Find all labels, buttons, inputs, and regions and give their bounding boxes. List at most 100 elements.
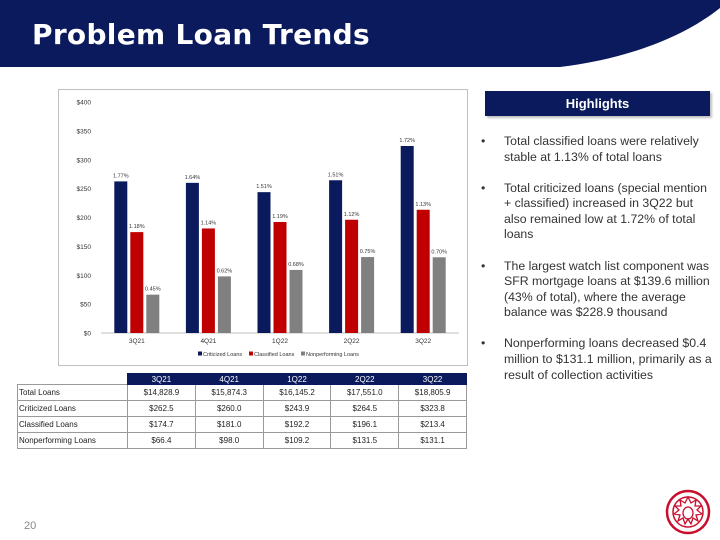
table-cell: $192.2 bbox=[262, 416, 332, 433]
table-row: Criticized Loans $262.5 $260.0 $243.9 $2… bbox=[17, 400, 467, 417]
chart-container: $0 $50 $100 $150 $200 $250 $300 $350 $400 1.77% 1.… bbox=[58, 89, 468, 366]
table-column-header: 3Q21 bbox=[127, 373, 196, 385]
highlights-list: • Total classified loans were relatively … bbox=[477, 134, 717, 399]
table-cell: $323.8 bbox=[398, 400, 467, 417]
data-label: 1.64% bbox=[185, 175, 201, 181]
x-tick-label: 1Q22 bbox=[272, 338, 288, 345]
bar bbox=[416, 209, 430, 333]
highlight-item: • Total classified loans were relatively … bbox=[477, 134, 717, 165]
lion-logo-icon bbox=[665, 489, 711, 535]
table-column-header: 3Q22 bbox=[398, 373, 467, 385]
y-tick-label: $250 bbox=[77, 186, 92, 193]
bar bbox=[273, 222, 287, 333]
highlight-item: • The largest watch list component was SF… bbox=[477, 259, 717, 321]
table-row: Classified Loans $174.7 $181.0 $192.2 $1… bbox=[17, 416, 467, 433]
y-tick-label: $0 bbox=[84, 331, 92, 338]
loan-data-table: 3Q21 4Q21 1Q22 2Q22 3Q22 Total Loans $14… bbox=[17, 373, 467, 449]
highlight-text: Nonperforming loans decreased $0.4 milli… bbox=[504, 336, 712, 382]
bar bbox=[217, 276, 231, 333]
bar bbox=[185, 182, 199, 333]
data-label: 0.70% bbox=[431, 249, 447, 255]
table-row: Total Loans $14,828.9 $15,874.3 $16,145.… bbox=[17, 384, 467, 401]
table-row-label: Nonperforming Loans bbox=[17, 432, 128, 449]
bullet-icon: • bbox=[481, 336, 486, 351]
legend-label: Classified Loans bbox=[254, 352, 295, 358]
table-cell: $15,874.3 bbox=[194, 384, 264, 401]
data-label: 1.12% bbox=[344, 212, 360, 218]
table-row-label: Classified Loans bbox=[17, 416, 128, 433]
bar bbox=[361, 257, 375, 333]
legend-swatch bbox=[249, 351, 253, 356]
data-label: 1.77% bbox=[113, 173, 129, 179]
data-label: 1.51% bbox=[256, 184, 272, 190]
bar bbox=[114, 181, 128, 333]
highlight-item: • Nonperforming loans decreased $0.4 mill… bbox=[477, 336, 717, 383]
data-label: 1.18% bbox=[129, 224, 145, 230]
bar bbox=[257, 192, 271, 333]
table-row-label: Total Loans bbox=[17, 384, 128, 401]
data-label: 1.13% bbox=[415, 202, 431, 208]
bar bbox=[345, 219, 359, 333]
legend-label: Nonperforming Loans bbox=[306, 352, 359, 358]
table-cell: $18,805.9 bbox=[398, 384, 467, 401]
y-tick-label: $350 bbox=[77, 128, 92, 135]
highlight-text: Total classified loans were relatively s… bbox=[504, 134, 699, 164]
data-label: 1.51% bbox=[328, 172, 344, 178]
data-label: 1.14% bbox=[201, 220, 217, 226]
bullet-icon: • bbox=[481, 258, 486, 273]
bar bbox=[329, 180, 343, 333]
table-row-label: Criticized Loans bbox=[17, 400, 128, 417]
y-tick-label: $200 bbox=[77, 215, 92, 222]
table-cell: $196.1 bbox=[330, 416, 400, 433]
legend-swatch bbox=[301, 351, 305, 356]
table-cell: $16,145.2 bbox=[262, 384, 332, 401]
table-cell: $262.5 bbox=[127, 400, 196, 417]
table-cell: $66.4 bbox=[127, 432, 196, 449]
page-number: 20 bbox=[24, 520, 37, 532]
bar bbox=[289, 269, 303, 333]
table-column-header: 1Q22 bbox=[262, 373, 332, 385]
y-tick-label: $50 bbox=[80, 302, 91, 309]
table-cell: $14,828.9 bbox=[127, 384, 196, 401]
highlight-text: Total criticized loans (special mention … bbox=[504, 180, 707, 242]
y-tick-label: $400 bbox=[77, 100, 92, 107]
table-cell: $174.7 bbox=[127, 416, 196, 433]
highlight-item: • Total criticized loans (special mention… bbox=[477, 181, 717, 243]
bar-chart: $0 $50 $100 $150 $200 $250 $300 $350 $400 1.77% 1.… bbox=[77, 100, 459, 358]
table-column-header: 2Q22 bbox=[330, 373, 400, 385]
page-title: Problem Loan Trends bbox=[32, 18, 370, 51]
data-label: 0.68% bbox=[288, 262, 304, 268]
bullet-icon: • bbox=[481, 180, 486, 195]
x-tick-label: 3Q21 bbox=[129, 338, 145, 345]
x-tick-label: 4Q21 bbox=[200, 338, 216, 345]
title-bar: Problem Loan Trends bbox=[0, 0, 720, 67]
table-cell: $131.1 bbox=[398, 432, 467, 449]
table-header-row: 3Q21 4Q21 1Q22 2Q22 3Q22 bbox=[17, 373, 467, 385]
table-column-header: 4Q21 bbox=[194, 373, 264, 385]
x-tick-label: 3Q22 bbox=[415, 338, 431, 345]
table-cell: $181.0 bbox=[194, 416, 264, 433]
data-label: 0.45% bbox=[145, 287, 161, 293]
data-label: 0.62% bbox=[217, 268, 233, 274]
title-bar-curve bbox=[560, 8, 720, 67]
bar bbox=[432, 257, 446, 333]
legend-swatch bbox=[198, 351, 202, 356]
table-row: Nonperforming Loans $66.4 $98.0 $109.2 $… bbox=[17, 432, 467, 449]
y-tick-label: $100 bbox=[77, 273, 92, 280]
table-cell: $260.0 bbox=[194, 400, 264, 417]
bullet-icon: • bbox=[481, 134, 486, 148]
data-label: 0.75% bbox=[360, 249, 376, 255]
data-label: 1.72% bbox=[399, 138, 415, 144]
bar bbox=[130, 232, 144, 333]
bar bbox=[201, 228, 215, 333]
table-cell: $17,551.0 bbox=[330, 384, 400, 401]
table-cell: $131.5 bbox=[330, 432, 400, 449]
bar bbox=[146, 294, 160, 333]
legend-label: Criticized Loans bbox=[203, 352, 242, 358]
y-tick-label: $300 bbox=[77, 157, 92, 164]
table-cell: $213.4 bbox=[398, 416, 467, 433]
x-tick-label: 2Q22 bbox=[344, 338, 360, 345]
table-cell: $109.2 bbox=[262, 432, 332, 449]
data-label: 1.19% bbox=[272, 214, 288, 220]
bar bbox=[400, 146, 414, 333]
